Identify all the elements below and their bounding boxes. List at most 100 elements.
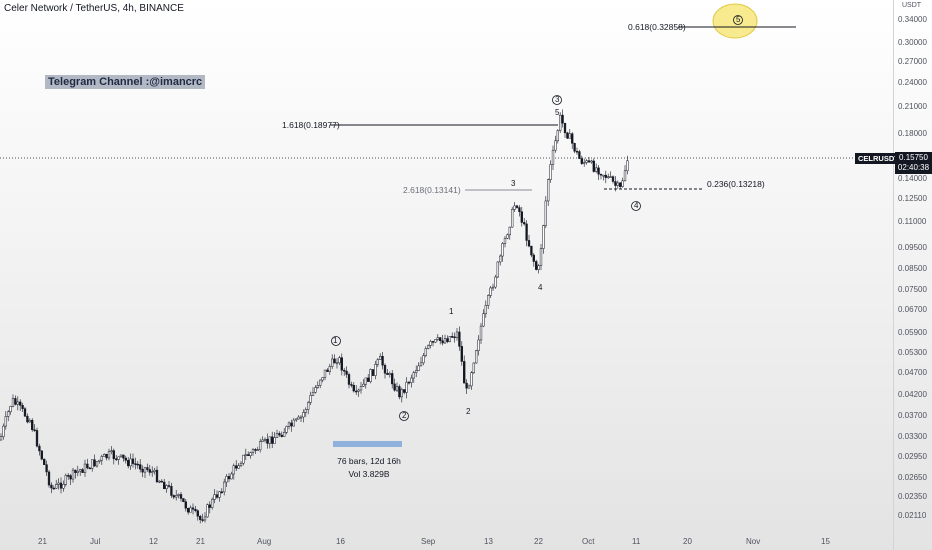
candle-body bbox=[403, 389, 406, 393]
candle-body bbox=[556, 130, 559, 142]
candle-body bbox=[163, 481, 166, 490]
candle-body bbox=[623, 170, 627, 182]
candle-body bbox=[436, 337, 439, 340]
candle-body bbox=[580, 158, 583, 164]
candle-body bbox=[100, 456, 103, 461]
candle-body bbox=[499, 255, 502, 263]
candle-body bbox=[119, 454, 123, 458]
candle-body bbox=[544, 200, 547, 226]
candle-body bbox=[115, 458, 118, 461]
candle-body bbox=[208, 504, 211, 508]
candle-body bbox=[379, 356, 382, 360]
candle-body bbox=[371, 369, 375, 376]
candle-body bbox=[475, 350, 478, 364]
candle-body bbox=[105, 454, 108, 459]
candle-body bbox=[489, 287, 492, 296]
wave-label-circled-1: 1 bbox=[333, 336, 338, 345]
candle-body bbox=[614, 181, 617, 186]
wave-label-circled-4: 4 bbox=[634, 201, 639, 210]
candle-body bbox=[251, 449, 255, 453]
candle-body bbox=[506, 234, 509, 239]
candle-body bbox=[431, 341, 435, 343]
candle-body bbox=[14, 398, 17, 405]
candle-body bbox=[127, 460, 130, 467]
candle-body bbox=[355, 390, 358, 393]
candle-body bbox=[182, 498, 185, 502]
candle-body bbox=[172, 495, 175, 498]
candle-body bbox=[515, 205, 519, 208]
candle-body bbox=[160, 480, 163, 483]
candle-body bbox=[455, 331, 459, 338]
candle-body bbox=[441, 340, 444, 344]
candle-body bbox=[573, 143, 576, 152]
wave-label-circled-3: 3 bbox=[555, 95, 560, 104]
candle-body bbox=[532, 254, 535, 262]
candle-body bbox=[458, 331, 461, 347]
subwave-label-2: 2 bbox=[466, 407, 471, 416]
candle-body bbox=[415, 370, 418, 373]
candle-body bbox=[463, 361, 466, 384]
candle-body bbox=[175, 495, 178, 498]
candle-body bbox=[124, 457, 127, 461]
candles-group bbox=[0, 109, 629, 524]
candle-body bbox=[273, 437, 276, 444]
time-tick-label: 20 bbox=[683, 537, 692, 546]
candle-body bbox=[525, 223, 528, 241]
fib-2618-label: 2.618(0.13141) bbox=[403, 185, 461, 195]
candle-body bbox=[571, 133, 574, 144]
candle-body bbox=[472, 362, 475, 374]
candle-body bbox=[357, 389, 360, 392]
price-tick-label: 0.02110 bbox=[898, 511, 927, 520]
price-tick-label: 0.24000 bbox=[898, 78, 927, 87]
time-tick-label: Sep bbox=[421, 537, 436, 546]
candle-body bbox=[64, 475, 67, 485]
candle-body bbox=[223, 481, 226, 493]
candle-body bbox=[52, 487, 55, 490]
price-axis[interactable] bbox=[893, 0, 932, 550]
candle-body bbox=[28, 419, 31, 423]
candle-body bbox=[261, 439, 264, 442]
candle-body bbox=[549, 164, 552, 180]
candle-body bbox=[595, 167, 598, 172]
candle-body bbox=[242, 454, 245, 464]
candle-body bbox=[247, 454, 250, 456]
bar-countdown: 02:40:38 bbox=[897, 163, 930, 172]
candle-body bbox=[484, 305, 487, 314]
price-tick-label: 0.03700 bbox=[898, 411, 927, 420]
candle-body bbox=[307, 402, 310, 410]
wave-marker-circle-2 bbox=[399, 411, 409, 421]
candle-body bbox=[374, 364, 377, 376]
candle-body bbox=[129, 458, 132, 467]
candle-body bbox=[331, 358, 334, 367]
price-tick-label: 0.21000 bbox=[898, 102, 927, 111]
candle-body bbox=[91, 459, 94, 469]
candle-body bbox=[211, 499, 214, 508]
candle-body bbox=[184, 501, 187, 509]
price-tick-label: 0.02350 bbox=[898, 492, 927, 501]
candle-body bbox=[443, 338, 447, 344]
candle-body bbox=[290, 422, 293, 427]
candle-body bbox=[328, 366, 331, 372]
candle-body bbox=[215, 494, 219, 498]
candle-body bbox=[151, 471, 154, 473]
candle-body bbox=[429, 341, 432, 346]
candle-body bbox=[369, 369, 372, 382]
candle-body bbox=[230, 473, 233, 480]
candle-body bbox=[619, 182, 622, 187]
candle-body bbox=[547, 179, 550, 202]
candle-body bbox=[319, 379, 322, 386]
wave-marker-circle-1 bbox=[331, 336, 341, 346]
candle-body bbox=[326, 369, 329, 372]
candle-body bbox=[338, 357, 341, 364]
candle-body bbox=[419, 362, 423, 367]
price-tick-label: 0.11000 bbox=[898, 217, 927, 226]
candle-body bbox=[542, 225, 545, 249]
candle-body bbox=[347, 374, 351, 385]
candle-body bbox=[81, 469, 84, 473]
candle-body bbox=[446, 338, 449, 342]
fib-0236-label: 0.236(0.13218) bbox=[707, 179, 765, 189]
telegram-annotation: Telegram Channel :@imancrc bbox=[45, 75, 206, 89]
subwave-label-4: 4 bbox=[538, 283, 543, 292]
candle-body bbox=[508, 226, 511, 236]
